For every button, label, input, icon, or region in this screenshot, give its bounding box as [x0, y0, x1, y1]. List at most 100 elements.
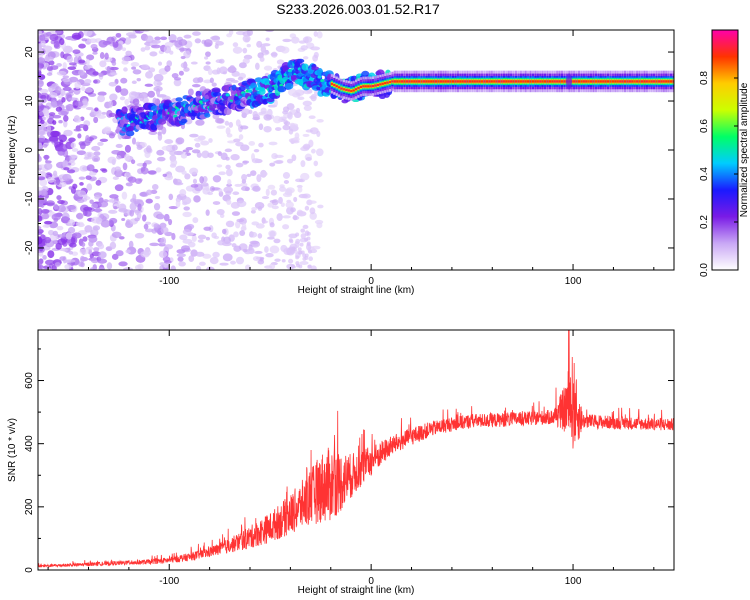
spectrogram-band-cell — [454, 80, 457, 83]
spectrogram-noise-cell — [292, 214, 298, 221]
spectrogram-noise-cell — [294, 132, 300, 139]
spectrogram-noise-cell — [288, 128, 294, 135]
spectrogram-noise-cell — [94, 194, 101, 200]
spectrogram-noise-cell — [42, 144, 48, 148]
spectrogram-noise-cell — [274, 127, 282, 131]
spectrogram-noise-cell — [90, 267, 97, 270]
spectrogram-noise-cell — [229, 65, 236, 71]
spectrogram-band-cell — [478, 80, 481, 83]
spectrogram-noise-cell — [62, 62, 67, 70]
spectrogram-ridge-cell — [195, 90, 202, 98]
spectrogram-noise-cell — [42, 108, 49, 117]
spectrogram-band-cell — [362, 85, 365, 88]
spectrogram-noise-cell — [85, 106, 94, 111]
spectrogram-noise-cell — [48, 112, 56, 116]
spectrogram-noise-cell — [124, 135, 132, 140]
spectrogram-noise-cell — [284, 121, 291, 126]
spectrogram-band-cell — [655, 80, 658, 83]
spectrogram-noise-cell — [118, 261, 128, 267]
spectrogram-noise-cell — [254, 62, 260, 70]
spectrogram-noise-cell — [81, 85, 86, 92]
spectrogram-heatmap — [38, 30, 674, 270]
spectrogram-band-cell — [354, 88, 358, 91]
spectrogram-noise-cell — [195, 119, 205, 126]
spectrogram-ridge-cell — [247, 78, 256, 84]
spectrogram-noise-cell — [56, 225, 64, 231]
spectrogram-noise-cell — [62, 159, 69, 167]
spectrogram-noise-cell — [62, 75, 70, 79]
spectrogram-noise-cell — [107, 156, 117, 164]
spectrogram-noise-cell — [73, 56, 79, 65]
spectrogram-noise-cell — [124, 172, 132, 177]
spectrogram-noise-cell — [44, 139, 51, 144]
spectrogram-noise-cell — [231, 211, 241, 216]
spectrogram-band-cell — [374, 84, 377, 87]
spectrogram-band-cell — [408, 80, 411, 83]
spectrogram-noise-cell — [66, 205, 76, 210]
spectrogram-noise-cell — [160, 36, 168, 41]
spectrogram-noise-cell — [58, 110, 69, 116]
spectrogram-noise-cell — [295, 107, 301, 113]
spectrogram-band-cell — [563, 80, 566, 83]
spectrogram-noise-cell — [283, 180, 290, 184]
spectrogram-noise-cell — [290, 123, 299, 128]
spectrogram-band-cell — [597, 80, 600, 83]
spectrogram-noise-cell — [282, 215, 291, 219]
spectrogram-band-cell — [536, 80, 539, 83]
spectrogram-band-cell — [471, 80, 474, 83]
spectrogram-noise-cell — [297, 247, 302, 252]
spectrogram-noise-cell — [308, 115, 316, 120]
spectrogram-noise-cell — [197, 234, 207, 240]
spectrogram-noise-cell — [53, 139, 59, 145]
spectrogram-ridge-cell — [138, 106, 145, 111]
spectrogram-noise-cell — [144, 45, 151, 51]
spectrogram-noise-cell — [38, 128, 46, 136]
spectrogram-noise-cell — [294, 240, 300, 248]
spectrogram-noise-cell — [132, 193, 137, 202]
spectrogram-noise-cell — [236, 200, 247, 208]
spectrogram-noise-cell — [52, 120, 57, 125]
spectrogram-noise-cell — [132, 69, 142, 75]
spectrogram-band-cell — [447, 80, 450, 83]
spectrogram-noise-cell — [282, 171, 291, 179]
spectrogram-noise-cell — [274, 258, 281, 262]
spectrogram-noise-cell — [144, 228, 154, 233]
spectrogram-noise-cell — [123, 267, 133, 270]
spectrogram-noise-cell — [179, 234, 188, 240]
spectrogram-noise-cell — [178, 47, 189, 52]
spectrogram-noise-cell — [111, 253, 119, 260]
spectrogram-band-cell — [643, 80, 646, 83]
spectrogram-noise-cell — [219, 262, 229, 266]
spectrogram-noise-cell — [260, 107, 267, 115]
spectrogram-noise-cell — [316, 118, 324, 123]
snr-x-axis-label: Height of straight line (km) — [298, 585, 415, 596]
colorbar-tick-label: 0.6 — [699, 119, 710, 133]
spectrogram-flare-cell — [566, 73, 573, 90]
spectrogram-noise-cell — [252, 256, 261, 262]
spectrogram-noise-cell — [274, 154, 284, 158]
spectrogram-noise-cell — [192, 178, 198, 185]
spectrogram-noise-cell — [115, 250, 124, 257]
spectrogram-band-cell — [653, 80, 656, 83]
snr-series-line — [38, 330, 674, 569]
spectrogram-noise-cell — [56, 63, 62, 67]
spectrogram-noise-cell — [254, 250, 263, 254]
spectrogram-noise-cell — [122, 162, 128, 171]
spectrogram-noise-cell — [93, 79, 98, 84]
spectrogram-noise-cell — [48, 85, 54, 93]
spectrogram-noise-cell — [74, 100, 84, 107]
spectrogram-noise-cell — [38, 215, 43, 222]
spectrogram-noise-cell — [246, 30, 253, 37]
spectrogram-noise-cell — [303, 105, 312, 111]
spectrogram-noise-cell — [276, 59, 285, 65]
spectrogram-noise-cell — [78, 261, 84, 267]
spectrogram-noise-cell — [55, 177, 61, 186]
spectrogram-noise-cell — [85, 58, 90, 66]
snr-y-ticks: 0 200 400 600 — [24, 348, 674, 573]
spectrogram-ridge-cell — [211, 87, 221, 93]
spectrogram-noise-cell — [265, 30, 275, 33]
spectrogram-noise-cell — [205, 236, 210, 241]
spectrogram-noise-cell — [263, 65, 273, 71]
spectrogram-noise-cell — [53, 40, 60, 49]
spectrogram-noise-cell — [178, 39, 188, 46]
